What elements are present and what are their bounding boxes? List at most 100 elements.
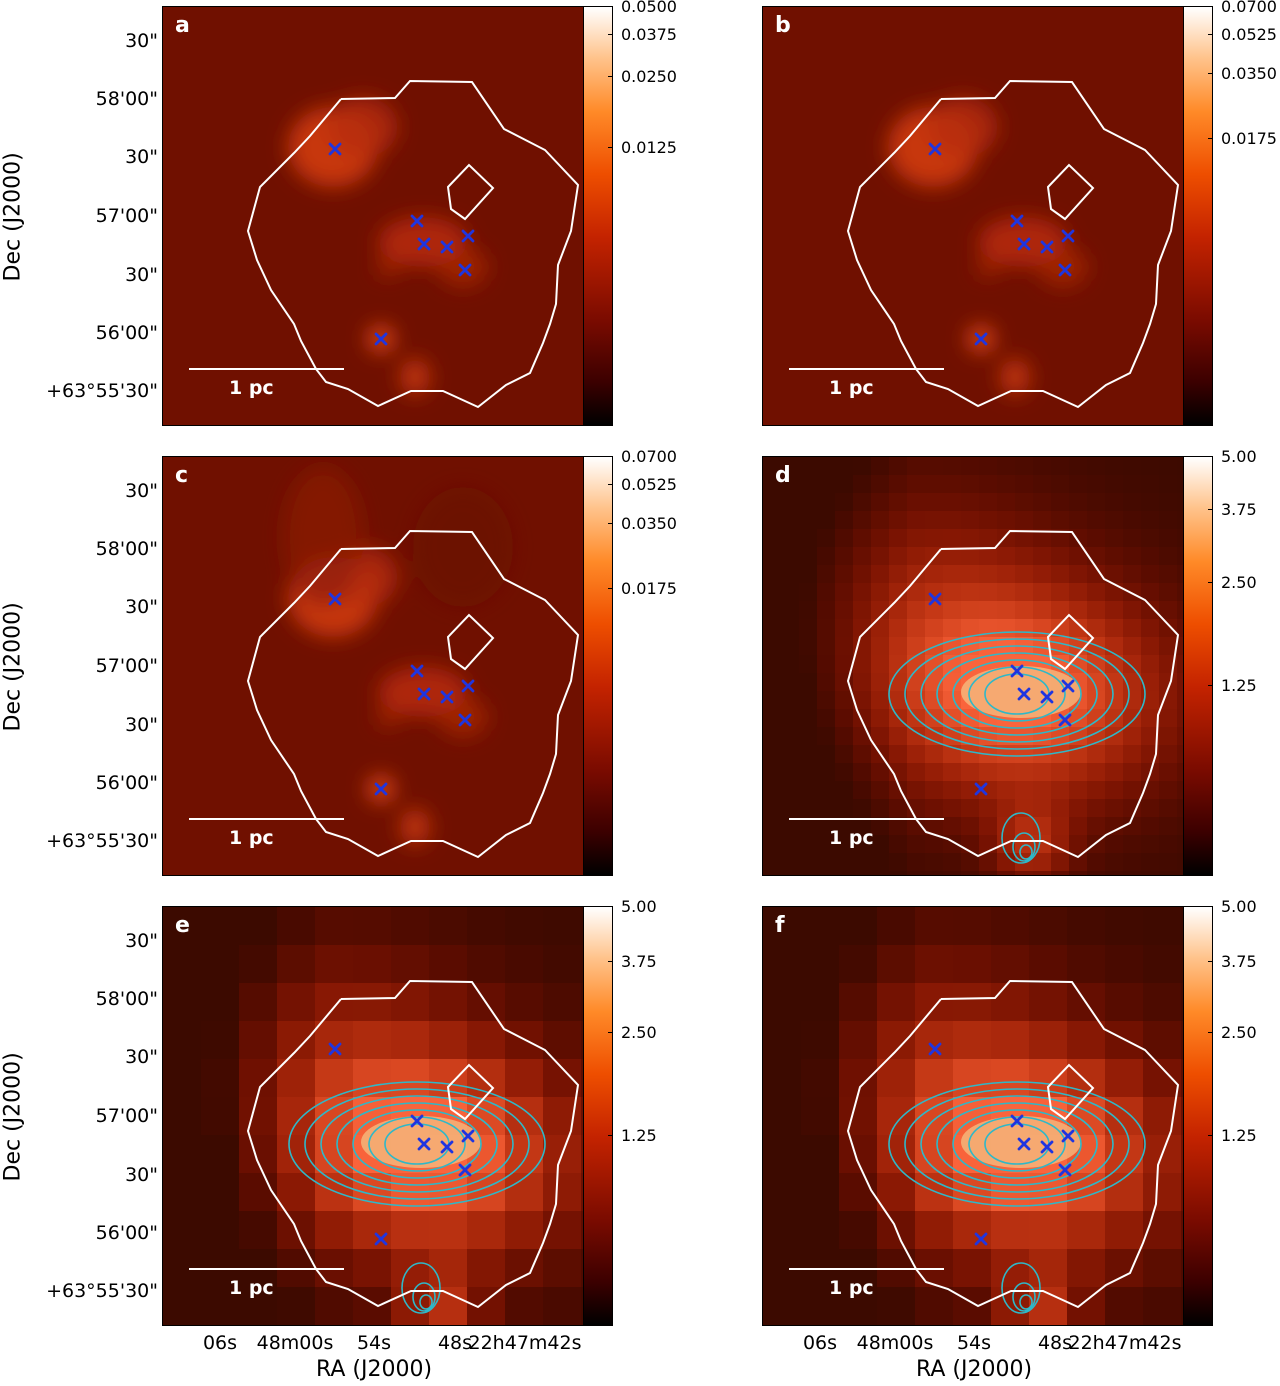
colorbar [1183, 456, 1213, 876]
ra-tick-label: 48s [437, 1332, 473, 1354]
colorbar-tick-label: 2.50 [1221, 573, 1257, 592]
dec-tick-label: 30" [125, 146, 158, 168]
colorbar-tick-mark [608, 484, 613, 485]
ra-tick-label: 48m00s [256, 1332, 334, 1354]
source-marker [1017, 1137, 1031, 1151]
colorbar-tick-mark [1208, 906, 1213, 907]
dec-tick-label: 30" [125, 930, 158, 952]
colorbar-tick-mark [1208, 6, 1213, 7]
panel-letter: a [175, 13, 190, 38]
colorbar-tick-label: 0.0175 [621, 579, 677, 598]
dec-tick-label: +63°55'30" [46, 380, 158, 402]
source-marker [1058, 1163, 1072, 1177]
source-marker [974, 1232, 988, 1246]
sky-image [163, 457, 612, 875]
ra-tick-label: 06s [202, 1332, 238, 1354]
source-marker [458, 1163, 472, 1177]
source-marker [374, 332, 388, 346]
colorbar-tick-mark [1208, 582, 1213, 583]
colorbar-tick-label: 3.75 [621, 952, 657, 971]
colorbar [583, 456, 613, 876]
colorbar-tick-label: 0.0175 [1221, 129, 1277, 148]
colorbar-tick-label: 5.00 [1221, 447, 1257, 466]
source-marker [374, 782, 388, 796]
scale-bar [789, 818, 944, 820]
scale-bar-label: 1 pc [229, 377, 274, 399]
panel-letter: f [775, 913, 785, 938]
colorbar-tick-label: 0.0525 [621, 475, 677, 494]
source-marker [461, 679, 475, 693]
scale-bar-label: 1 pc [829, 827, 874, 849]
sky-image [163, 907, 612, 1325]
dec-tick-label: 30" [125, 30, 158, 52]
colorbar-tick-mark [1208, 1032, 1213, 1033]
colorbar [1183, 906, 1213, 1326]
source-marker [440, 1140, 454, 1154]
source-marker [461, 229, 475, 243]
sky-image [763, 7, 1212, 425]
colorbar-tick-label: 1.25 [1221, 1126, 1257, 1145]
scale-bar-label: 1 pc [829, 1277, 874, 1299]
image-panel-e: e 1 pc [162, 906, 613, 1326]
colorbar-tick-mark [608, 76, 613, 77]
colorbar-tick-label: 1.25 [621, 1126, 657, 1145]
source-marker [328, 1042, 342, 1056]
dec-tick-label: 30" [125, 480, 158, 502]
dec-tick-label: 58'00" [95, 988, 158, 1010]
source-marker [417, 1137, 431, 1151]
image-panel-b: b 1 pc [762, 6, 1213, 426]
colorbar-tick-label: 0.0700 [1221, 0, 1277, 16]
sky-image [763, 907, 1212, 1325]
image-panel-c: c 1 pc [162, 456, 613, 876]
source-marker [328, 592, 342, 606]
dec-tick-label: 58'00" [95, 88, 158, 110]
colorbar-tick-mark [1208, 34, 1213, 35]
source-marker [440, 240, 454, 254]
colorbar-tick-mark [608, 34, 613, 35]
colorbar-tick-label: 3.75 [1221, 500, 1257, 519]
dec-axis-label: Dec (J2000) [0, 1052, 26, 1182]
dec-tick-label: 57'00" [95, 205, 158, 227]
source-marker [410, 214, 424, 228]
source-marker [410, 664, 424, 678]
ra-tick-label: 22h47m42s [1068, 1332, 1182, 1354]
colorbar-tick-mark [1208, 456, 1213, 457]
source-marker [1040, 240, 1054, 254]
dec-tick-label: +63°55'30" [46, 830, 158, 852]
dec-tick-label: 56'00" [95, 1222, 158, 1244]
source-marker [1061, 1129, 1075, 1143]
panel-letter: e [175, 913, 190, 938]
source-marker [440, 690, 454, 704]
scale-bar [189, 818, 344, 820]
source-marker [1058, 263, 1072, 277]
colorbar-tick-label: 0.0125 [621, 138, 677, 157]
source-marker [417, 687, 431, 701]
source-marker [1017, 237, 1031, 251]
colorbar-tick-label: 0.0250 [621, 67, 677, 86]
source-marker [1010, 1114, 1024, 1128]
colorbar-tick-label: 0.0500 [621, 0, 677, 16]
image-panel-d: d 1 pc [762, 456, 1213, 876]
scale-bar-label: 1 pc [229, 827, 274, 849]
ra-tick-label: 06s [802, 1332, 838, 1354]
colorbar-tick-label: 0.0350 [1221, 64, 1277, 83]
colorbar-tick-label: 0.0375 [621, 25, 677, 44]
colorbar-tick-label: 5.00 [1221, 897, 1257, 916]
source-marker [458, 263, 472, 277]
dec-tick-label: 58'00" [95, 538, 158, 560]
source-marker [461, 1129, 475, 1143]
source-marker [417, 237, 431, 251]
colorbar-tick-label: 2.50 [1221, 1023, 1257, 1042]
ra-tick-label: 48m00s [856, 1332, 934, 1354]
ra-axis-label: RA (J2000) [915, 1357, 1033, 1382]
colorbar-tick-mark [608, 147, 613, 148]
dec-tick-label: +63°55'30" [46, 1280, 158, 1302]
colorbar-tick-mark [608, 1135, 613, 1136]
source-marker [1010, 214, 1024, 228]
dec-tick-label: 30" [125, 1164, 158, 1186]
colorbar-tick-mark [608, 456, 613, 457]
image-panel-f: f 1 pc [762, 906, 1213, 1326]
colorbar-tick-mark [1208, 1135, 1213, 1136]
ra-tick-label: 54s [956, 1332, 992, 1354]
colorbar-tick-label: 1.25 [1221, 676, 1257, 695]
